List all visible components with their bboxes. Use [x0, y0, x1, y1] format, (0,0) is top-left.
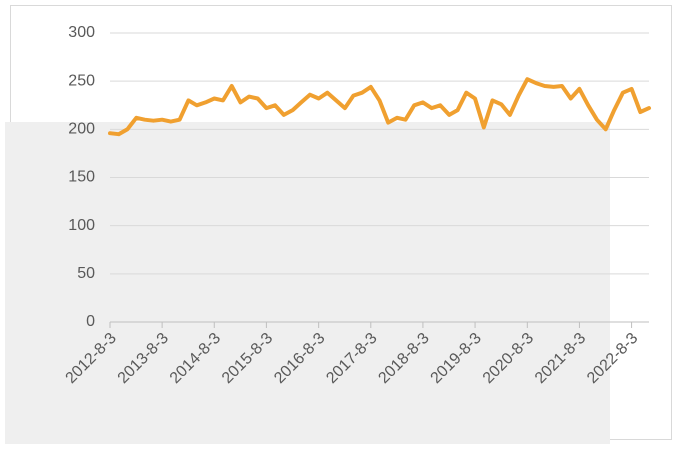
- y-tick-label: 300: [68, 24, 95, 41]
- y-tick-label: 250: [68, 72, 95, 89]
- y-tick-label: 50: [77, 265, 95, 282]
- y-tick-label: 100: [68, 217, 95, 234]
- overlay: [5, 122, 610, 444]
- y-tick-label: 200: [68, 121, 95, 138]
- y-tick-label: 150: [68, 169, 95, 186]
- line-series: [108, 77, 651, 137]
- y-tick-label: 0: [86, 313, 95, 330]
